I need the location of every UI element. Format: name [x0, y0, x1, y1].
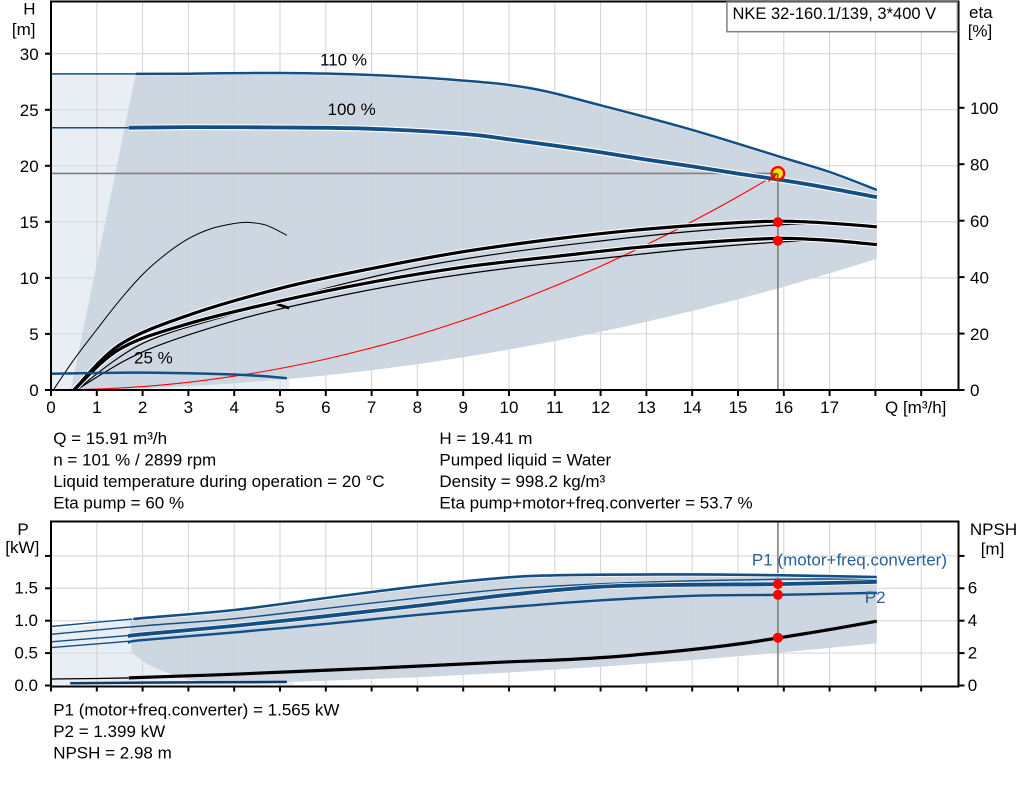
svg-text:4: 4 [229, 398, 238, 417]
svg-text:7: 7 [367, 398, 376, 417]
svg-text:0: 0 [968, 676, 977, 695]
svg-text:40: 40 [970, 268, 989, 287]
svg-text:11: 11 [546, 398, 564, 417]
svg-text:15: 15 [20, 213, 39, 232]
svg-text:2: 2 [138, 398, 147, 417]
svg-text:9: 9 [458, 398, 467, 417]
svg-text:Density = 998.2 kg/m³: Density = 998.2 kg/m³ [439, 472, 605, 491]
svg-text:10: 10 [20, 269, 39, 288]
svg-text:20: 20 [20, 157, 39, 176]
svg-text:Pumped liquid = Water: Pumped liquid = Water [439, 450, 611, 469]
svg-text:4: 4 [968, 611, 977, 630]
svg-text:10: 10 [500, 398, 519, 417]
svg-text:H = 19.41 m: H = 19.41 m [439, 429, 532, 448]
svg-text:Liquid temperature during oper: Liquid temperature during operation = 20… [53, 472, 384, 491]
svg-text:0: 0 [970, 381, 979, 400]
svg-text:5: 5 [275, 398, 284, 417]
svg-text:110 %: 110 % [320, 50, 367, 69]
svg-text:Eta pump+motor+freq.converter: Eta pump+motor+freq.converter = 53.7 % [439, 493, 752, 512]
svg-text:60: 60 [970, 212, 989, 231]
svg-text:P1 (motor+freq.converter): P1 (motor+freq.converter) [752, 551, 947, 570]
svg-text:15: 15 [729, 398, 748, 417]
svg-text:Eta pump = 60 %: Eta pump = 60 % [53, 493, 184, 512]
svg-text:P1 (motor+freq.converter) = 1.: P1 (motor+freq.converter) = 1.565 kW [53, 701, 339, 720]
svg-text:30: 30 [20, 45, 39, 64]
svg-text:P2: P2 [865, 588, 886, 607]
svg-text:25 %: 25 % [134, 348, 173, 367]
svg-text:13: 13 [637, 398, 656, 417]
svg-text:NPSH: NPSH [970, 520, 1017, 539]
svg-text:P: P [17, 520, 28, 539]
svg-text:16: 16 [774, 398, 793, 417]
svg-text:[kW]: [kW] [5, 538, 39, 557]
svg-text:0: 0 [29, 381, 38, 400]
svg-text:6: 6 [321, 398, 330, 417]
svg-text:[%]: [%] [968, 22, 993, 41]
svg-text:100 %: 100 % [328, 100, 376, 119]
svg-text:14: 14 [683, 398, 702, 417]
svg-text:NKE 32-160.1/139, 3*400 V: NKE 32-160.1/139, 3*400 V [733, 5, 937, 23]
svg-text:1: 1 [92, 398, 101, 417]
svg-text:3: 3 [184, 398, 193, 417]
svg-text:5: 5 [29, 325, 38, 344]
svg-text:1.5: 1.5 [14, 579, 38, 598]
svg-text:12: 12 [591, 398, 610, 417]
svg-text:0: 0 [46, 398, 55, 417]
svg-text:P2 = 1.399 kW: P2 = 1.399 kW [53, 722, 165, 741]
svg-text:100: 100 [970, 99, 998, 118]
svg-text:Q [m³/h]: Q [m³/h] [885, 398, 946, 417]
svg-text:[m]: [m] [981, 539, 1005, 558]
svg-text:[m]: [m] [12, 20, 36, 39]
svg-text:20: 20 [970, 325, 989, 344]
svg-text:Q = 15.91 m³/h: Q = 15.91 m³/h [53, 429, 167, 448]
svg-text:8: 8 [413, 398, 422, 417]
svg-text:0.0: 0.0 [14, 676, 38, 695]
svg-text:6: 6 [968, 579, 977, 598]
svg-text:NPSH = 2.98 m: NPSH = 2.98 m [53, 744, 172, 763]
svg-text:0.5: 0.5 [14, 644, 38, 663]
svg-text:H: H [23, 0, 35, 19]
svg-text:80: 80 [970, 155, 989, 174]
svg-text:17: 17 [820, 398, 839, 417]
svg-text:eta: eta [969, 3, 993, 22]
svg-text:1.0: 1.0 [14, 611, 38, 630]
svg-text:25: 25 [20, 101, 39, 120]
svg-text:n = 101 % / 2899 rpm: n = 101 % / 2899 rpm [53, 450, 216, 469]
svg-text:2: 2 [968, 644, 977, 663]
